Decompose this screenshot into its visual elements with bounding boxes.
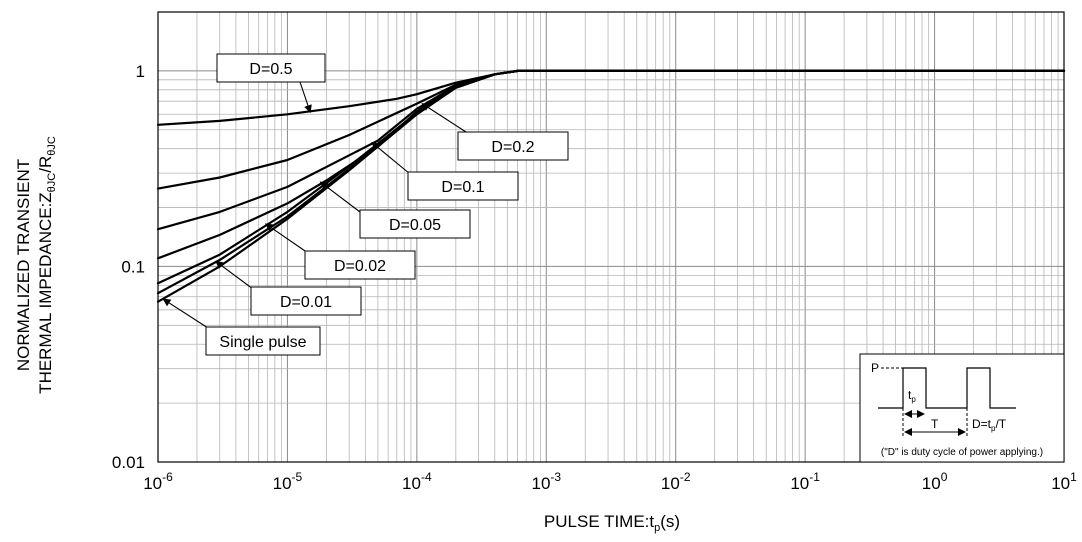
label-text-d-0-1: D=0.1 xyxy=(441,179,484,196)
series-d-0-01 xyxy=(156,69,1066,295)
series-d-0-02 xyxy=(156,69,1066,285)
x-tick-label: 10-5 xyxy=(273,470,303,493)
y-tick-label: 0.1 xyxy=(121,257,145,276)
label-box-d-0-02 xyxy=(304,250,416,280)
annotation-layer: D=0.5 D=0.2 D=0.1 D=0.05 D=0.02 D=0.01 Single … xyxy=(162,53,569,356)
inset-tp-label: tp xyxy=(908,388,916,404)
y-axis-title-line1: NORMALIZED TRANSIENT xyxy=(14,159,33,371)
x-axis-title: PULSE TIME:tp(s) xyxy=(544,512,680,534)
arrow-d-0-2 xyxy=(421,103,467,133)
label-d-0-2: D=0.2 xyxy=(421,103,569,161)
label-text-d-0-5: D=0.5 xyxy=(249,61,292,78)
series-d-0-1 xyxy=(156,69,1066,231)
series-single-pulse xyxy=(156,69,1066,303)
label-d-0-1: D=0.1 xyxy=(371,141,519,201)
label-box-d-0-1 xyxy=(407,171,519,201)
x-tick-label: 101 xyxy=(1051,470,1077,493)
inset-note: ("D" is duty cycle of power applying.) xyxy=(881,447,1043,458)
label-text-d-0-05: D=0.05 xyxy=(389,217,441,234)
label-box-d-0-05 xyxy=(359,209,471,239)
arrow-d-0-02 xyxy=(264,223,309,254)
x-tick-labels: 10-6 10-5 10-4 10-3 10-2 10-1 100 101 xyxy=(143,470,1077,493)
label-text-d-0-01: D=0.01 xyxy=(280,294,332,311)
label-box-d-0-2 xyxy=(457,131,569,161)
arrow-d-0-05 xyxy=(319,181,361,213)
x-tick-label: 100 xyxy=(922,470,948,493)
arrow-d-0-01 xyxy=(215,260,254,290)
arrow-d-0-5 xyxy=(299,81,312,114)
arrow-d-0-1 xyxy=(371,141,411,175)
label-box-d-0-5 xyxy=(216,53,326,83)
duty-cycle-inset: P tp T D=tp/T ("D" is duty cycle of powe… xyxy=(859,353,1065,463)
label-d-0-05: D=0.05 xyxy=(319,181,471,239)
inset-pulse-waveform xyxy=(878,367,1016,409)
label-d-0-01: D=0.01 xyxy=(215,260,362,316)
x-tick-label: 10-4 xyxy=(402,470,432,493)
x-tick-label: 10-3 xyxy=(531,470,561,493)
label-d-0-02: D=0.02 xyxy=(264,223,416,280)
label-text-single-pulse: Single pulse xyxy=(219,334,306,351)
y-tick-labels: 0.01 0.1 1 xyxy=(112,62,145,472)
y-tick-label: 1 xyxy=(136,62,145,81)
x-tick-label: 10-6 xyxy=(143,470,173,493)
inset-d-formula: D=tp/T xyxy=(972,417,1007,433)
x-tick-label: 10-2 xyxy=(661,470,691,493)
inset-p-label: P xyxy=(871,361,879,375)
y-tick-label: 0.01 xyxy=(112,453,145,472)
label-single-pulse: Single pulse xyxy=(162,298,321,356)
label-text-d-0-02: D=0.02 xyxy=(334,258,386,275)
series-layer xyxy=(156,69,1066,303)
label-box-d-0-01 xyxy=(250,286,362,316)
plot-frame xyxy=(157,11,1065,463)
y-axis-title-line2: THERMAL IMPEDANCE:ZθJC/RθJC xyxy=(36,136,58,394)
label-box-single-pulse xyxy=(205,326,321,356)
x-axis-title-sub: p xyxy=(654,522,660,534)
series-d-0-05 xyxy=(156,69,1066,260)
x-tick-label: 10-1 xyxy=(790,470,820,493)
label-d-0-5: D=0.5 xyxy=(216,53,326,114)
label-text-d-0-2: D=0.2 xyxy=(491,139,534,156)
inset-t-label: T xyxy=(931,417,939,431)
arrow-single-pulse xyxy=(162,298,209,329)
